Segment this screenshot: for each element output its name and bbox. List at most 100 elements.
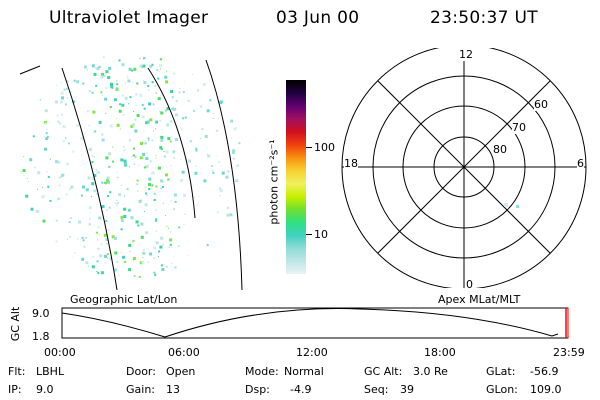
aurora-emission-pixel [55, 84, 57, 86]
aurora-emission-pixel [146, 195, 148, 197]
aurora-emission-pixel [136, 114, 140, 117]
aurora-emission-pixel [91, 161, 94, 164]
geographic-image [19, 56, 243, 290]
glat-label: GLat: [486, 365, 516, 378]
aurora-emission-pixel [23, 156, 25, 158]
aurora-emission-pixel [87, 265, 89, 267]
aurora-emission-pixel [163, 181, 164, 183]
aurora-emission-pixel [93, 168, 95, 170]
aurora-emission-pixel [182, 179, 183, 181]
aurora-emission-pixel [37, 188, 38, 190]
aurora-emission-pixel [55, 100, 58, 104]
aurora-emission-pixel [180, 158, 182, 160]
aurora-emission-pixel [149, 252, 153, 256]
aurora-emission-pixel [158, 71, 160, 72]
aurora-emission-pixel [118, 59, 121, 62]
aurora-emission-pixel [166, 123, 170, 127]
aurora-emission-pixel [155, 120, 157, 122]
earth-limb-line [19, 65, 41, 75]
aurora-emission-pixel [160, 264, 163, 267]
aurora-emission-pixel [42, 219, 46, 223]
longitude-line [205, 59, 243, 290]
altitude-tick-1-8: 1.8 [32, 330, 50, 343]
aurora-emission-pixel [149, 160, 152, 163]
aurora-emission-pixel [105, 156, 109, 160]
aurora-emission-pixel [113, 236, 117, 240]
longitude-line [61, 67, 118, 290]
aurora-emission-pixel [25, 194, 29, 198]
aurora-emission-pixel [199, 195, 201, 197]
aurora-emission-pixel [200, 105, 203, 108]
aurora-emission-pixel [206, 244, 209, 247]
aurora-emission-pixel [153, 199, 156, 201]
aurora-emission-pixel [154, 273, 157, 276]
aurora-emission-pixel [168, 196, 170, 198]
aurora-emission-pixel [133, 259, 135, 261]
aurora-emission-pixel [97, 247, 100, 250]
polar-plot [341, 48, 587, 288]
door-label: Door: [126, 365, 156, 378]
aurora-emission-pixel [134, 68, 136, 70]
aurora-emission-pixel [212, 170, 214, 172]
aurora-emission-pixel [68, 221, 71, 224]
aurora-emission-pixel [132, 81, 134, 83]
aurora-emission-pixel [61, 96, 64, 100]
aurora-emission-pixel [109, 165, 110, 167]
aurora-emission-pixel [171, 107, 175, 111]
geo-panel-label: Geographic Lat/Lon [70, 293, 178, 306]
aurora-emission-pixel [171, 96, 174, 99]
aurora-emission-pixel [89, 218, 91, 220]
aurora-emission-pixel [148, 89, 150, 91]
aurora-emission-pixel [219, 195, 221, 197]
aurora-emission-pixel [216, 129, 219, 132]
aurora-emission-pixel [160, 68, 161, 70]
aurora-emission-pixel [158, 250, 160, 253]
aurora-emission-pixel [139, 57, 141, 59]
aurora-emission-pixel [91, 64, 95, 68]
aurora-emission-pixel [165, 80, 169, 84]
aurora-emission-pixel [143, 81, 147, 84]
aurora-emission-pixel [102, 210, 104, 212]
aurora-emission-pixel [98, 226, 100, 228]
aurora-emission-pixel [140, 199, 142, 201]
aurora-emission-pixel [232, 157, 235, 160]
aurora-emission-pixel [135, 220, 139, 224]
aurora-emission-pixel [55, 240, 58, 243]
aurora-emission-pixel [172, 173, 174, 175]
aurora-emission-pixel [45, 132, 48, 135]
aurora-emission-pixel [130, 124, 134, 128]
aurora-emission-pixel [137, 224, 140, 227]
aurora-emission-pixel [106, 178, 109, 182]
aurora-emission-pixel [123, 207, 127, 211]
aurora-emission-pixel [173, 151, 175, 153]
aurora-emission-pixel [59, 99, 61, 101]
aurora-emission-pixel [173, 72, 176, 75]
aurora-emission-pixel [121, 63, 125, 67]
aurora-emission-pixel [112, 88, 114, 89]
aurora-emission-pixel [122, 255, 126, 259]
aurora-emission-pixel [123, 114, 125, 116]
aurora-emission-pixel [133, 163, 135, 165]
aurora-emission-pixel [104, 97, 108, 101]
aurora-emission-pixel [70, 90, 73, 93]
aurora-emission-pixel [110, 85, 114, 89]
aurora-emission-pixel [98, 216, 102, 220]
aurora-emission-pixel [128, 67, 132, 71]
aurora-emission-pixel [116, 178, 118, 180]
aurora-emission-pixel [105, 220, 108, 222]
aurora-emission-pixel [32, 135, 35, 138]
aurora-emission-pixel [76, 80, 79, 84]
aurora-emission-pixel [116, 172, 118, 173]
aurora-emission-pixel [120, 228, 123, 231]
aurora-emission-pixel [101, 133, 104, 136]
aurora-emission-pixel [60, 175, 63, 178]
aurora-emission-pixel [165, 173, 168, 177]
aurora-emission-pixel [143, 130, 145, 132]
aurora-emission-pixel [136, 82, 139, 85]
aurora-emission-pixel [98, 65, 101, 68]
aurora-emission-pixel [143, 249, 145, 251]
aurora-emission-pixel [106, 180, 110, 184]
aurora-emission-pixel [105, 182, 107, 185]
aurora-emission-pixel [167, 178, 170, 181]
aurora-emission-pixel [120, 219, 124, 223]
